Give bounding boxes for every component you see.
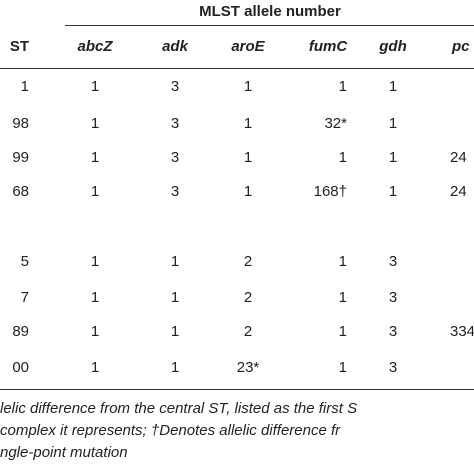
cell: 99 xyxy=(12,149,29,166)
cell: 3 xyxy=(170,183,180,200)
column-header: pc xyxy=(452,38,470,55)
cell: 1 xyxy=(243,115,253,132)
cell: 1 xyxy=(20,78,29,95)
cell: 98 xyxy=(12,115,29,132)
footnote-line: lelic difference from the central ST, li… xyxy=(0,400,358,417)
cell: 1 xyxy=(90,149,100,166)
cell: 1 xyxy=(338,289,347,306)
spanner-rule xyxy=(65,25,474,26)
cell: 2 xyxy=(243,253,253,270)
cell: 1 xyxy=(90,253,100,270)
cell: 3 xyxy=(388,289,398,306)
column-header: gdh xyxy=(379,38,407,55)
cell: 3 xyxy=(170,115,180,132)
cell: 68 xyxy=(12,183,29,200)
cell: 1 xyxy=(338,78,347,95)
cell: 2 xyxy=(243,323,253,340)
cell: 1 xyxy=(243,183,253,200)
cell: 3 xyxy=(388,323,398,340)
cell: 5 xyxy=(20,253,29,270)
cell: 24 xyxy=(450,183,467,200)
cell: 1 xyxy=(90,323,100,340)
cell: 1 xyxy=(338,359,347,376)
cell: 24 xyxy=(450,149,467,166)
cell: 3 xyxy=(170,149,180,166)
cell: 3 xyxy=(170,78,180,95)
column-header: aroE xyxy=(231,38,265,55)
cell: 1 xyxy=(170,359,180,376)
cell: 1 xyxy=(338,149,347,166)
cell: 168† xyxy=(313,183,347,200)
column-header: fumC xyxy=(308,38,348,55)
cell: 1 xyxy=(170,253,180,270)
cell: 1 xyxy=(388,149,398,166)
cell: 1 xyxy=(90,359,100,376)
cell: 3 xyxy=(388,253,398,270)
cell: 1 xyxy=(90,78,100,95)
cell: 7 xyxy=(20,289,29,306)
cell: 1 xyxy=(243,149,253,166)
footnote-line: ngle-point mutation xyxy=(0,444,128,461)
cell: 1 xyxy=(388,183,398,200)
cell: 1 xyxy=(338,323,347,340)
cell: 1 xyxy=(90,115,100,132)
cell: 32* xyxy=(324,115,347,132)
bottom-rule xyxy=(0,389,474,390)
cell: 1 xyxy=(90,289,100,306)
cell: 1 xyxy=(338,253,347,270)
column-header: adk xyxy=(162,38,188,55)
cell: 1 xyxy=(90,183,100,200)
cell: 2 xyxy=(243,289,253,306)
cell: 1 xyxy=(170,289,180,306)
header-rule xyxy=(0,68,474,69)
spanner: MLST allele number xyxy=(199,3,341,20)
column-header: ST xyxy=(9,38,29,55)
cell: 334 xyxy=(450,323,474,340)
cell: 1 xyxy=(170,323,180,340)
cell: 00 xyxy=(12,359,29,376)
cell: 89 xyxy=(12,323,29,340)
cell: 23* xyxy=(236,359,260,376)
cell: 1 xyxy=(388,115,398,132)
cell: 1 xyxy=(243,78,253,95)
cell: 1 xyxy=(388,78,398,95)
footnote-line: complex it represents; †Denotes allelic … xyxy=(0,422,341,439)
column-header: abcZ xyxy=(77,38,113,55)
cell: 3 xyxy=(388,359,398,376)
